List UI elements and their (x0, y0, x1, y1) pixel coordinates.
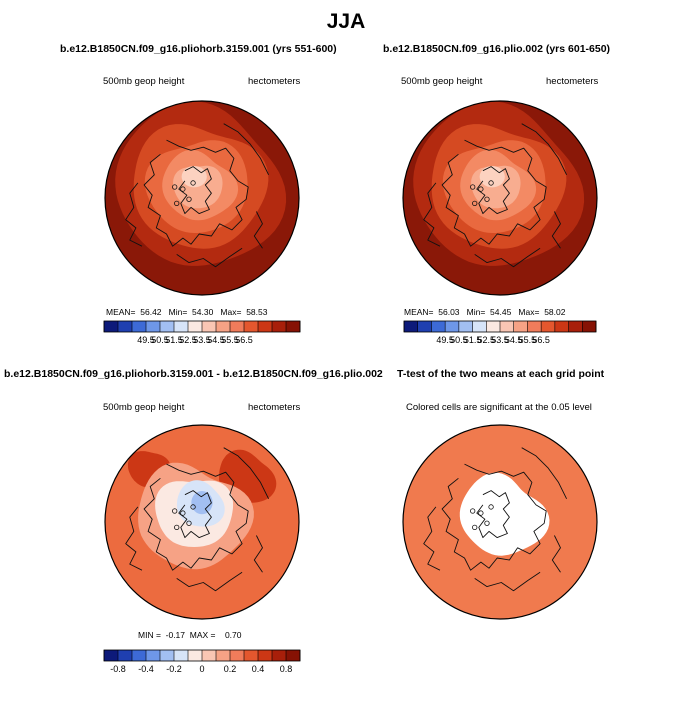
panel-1-units-label: hectometers (248, 76, 301, 87)
panel-1-colorbar-swatch (230, 321, 245, 332)
panel-1-colorbar-swatch (104, 321, 119, 332)
panel-2-colorbar-tick-label: 52.5 (478, 335, 496, 345)
panel-2-colorbar-tick-label: 53.5 (491, 335, 509, 345)
panel-3-colorbar-tick-label: 0.8 (280, 664, 293, 674)
panel-3-colorbar-tick-label: 0.2 (224, 664, 237, 674)
panel-3-map (105, 425, 299, 619)
panel-2-colorbar-tick-label: 49.5 (436, 335, 454, 345)
panel-2-colorbar-swatch (541, 321, 556, 332)
panel-1-field-label: 500mb geop height (103, 76, 185, 87)
panel-1-stats: MEAN= 56.42 Min= 54.30 Max= 58.53 (106, 307, 268, 317)
panel-2-colorbar-tick-label: 51.5 (464, 335, 482, 345)
panel-1-colorbar-tick-label: 55.5 (221, 335, 239, 345)
panel-2-colorbar-swatch (486, 321, 501, 332)
panel-1-colorbar-swatch (174, 321, 189, 332)
panel-4-significance-label: Colored cells are significant at the 0.0… (406, 402, 592, 413)
panel-1-colorbar-tick-label: 51.5 (165, 335, 183, 345)
panel-3-colorbar-swatch (146, 650, 161, 661)
panel-1-colorbar-swatch (132, 321, 147, 332)
panel-3-colorbar-swatch (216, 650, 231, 661)
panel-3-colorbar-swatch (202, 650, 217, 661)
panel-2-units-label: hectometers (546, 76, 599, 87)
panel-3-colorbar-swatch (160, 650, 175, 661)
panel-3-colorbar-tick-label: -0.4 (138, 664, 154, 674)
panel-3-colorbar-swatch (188, 650, 203, 661)
panel-3-field-label: 500mb geop height (103, 402, 185, 413)
panel-3-colorbar-swatch (272, 650, 287, 661)
panel-2-colorbar-swatch (458, 321, 473, 332)
panel-1-colorbar-tick-label: 52.5 (179, 335, 197, 345)
panel-1-colorbar-swatch (202, 321, 217, 332)
panel-2-colorbar: 49.550.551.552.553.554.555.556.5 (403, 320, 597, 345)
panel-1-map-outline (104, 100, 300, 296)
panel-1-colorbar-swatch (286, 321, 301, 332)
panel-3-stats: MIN = -0.17 MAX = 0.70 (138, 630, 242, 640)
panel-1-colorbar-tick-label: 56.5 (235, 335, 253, 345)
panel-2-colorbar-swatch (568, 321, 583, 332)
panel-2-title: b.e12.B1850CN.f09_g16.plio.002 (yrs 601-… (383, 43, 611, 55)
panel-1-colorbar: 49.550.551.552.553.554.555.556.5 (103, 320, 301, 345)
panel-2-map-outline (402, 100, 598, 296)
panel-1-colorbar-swatch (272, 321, 287, 332)
panel-3-colorbar-swatch (132, 650, 147, 661)
panel-2-colorbar-swatch (445, 321, 460, 332)
panel-3-colorbar-swatch (258, 650, 273, 661)
panel-1-colorbar-tick-label: 53.5 (193, 335, 211, 345)
panel-2-colorbar-swatch (527, 321, 542, 332)
panel-3-colorbar-swatch (104, 650, 119, 661)
panel-2-colorbar-tick-label: 55.5 (519, 335, 537, 345)
panel-2-colorbar-swatch (472, 321, 487, 332)
panel-4-title: T-test of the two means at each grid poi… (397, 368, 605, 380)
panel-2-colorbar-tick-label: 50.5 (450, 335, 468, 345)
panel-3-colorbar-swatch (174, 650, 189, 661)
panel-3-colorbar-tick-label: -0.8 (110, 664, 126, 674)
panel-2-colorbar-swatch (500, 321, 515, 332)
panel-3-units-label: hectometers (248, 402, 301, 413)
panel-3-colorbar-swatch (244, 650, 259, 661)
panel-2-colorbar-swatch (582, 321, 597, 332)
panel-1-map (105, 101, 299, 295)
panel-2-colorbar-swatch (554, 321, 569, 332)
panel-2-colorbar-swatch (431, 321, 446, 332)
panel-3-colorbar-swatch (230, 650, 245, 661)
panel-3-colorbar-tick-label: -0.2 (166, 664, 182, 674)
panel-1-colorbar-swatch (160, 321, 175, 332)
panel-2-colorbar-swatch (417, 321, 432, 332)
figure-title: JJA (326, 10, 366, 33)
panel-1-colorbar-tick-label: 50.5 (151, 335, 169, 345)
panel-2-field-label: 500mb geop height (401, 76, 483, 87)
panel-3-colorbar-tick-label: 0 (199, 664, 204, 674)
panel-2-stats: MEAN= 56.03 Min= 54.45 Max= 58.02 (404, 307, 566, 317)
panel-2-map (403, 101, 597, 295)
panel-1-colorbar-swatch (244, 321, 259, 332)
panel-3-colorbar: -0.8 -0.4 -0.2 0 0.2 0.4 0.8 (103, 649, 301, 674)
panel-1-colorbar-tick-label: 54.5 (207, 335, 225, 345)
panel-1-colorbar-swatch (146, 321, 161, 332)
panel-4-map (403, 425, 597, 619)
panel-3-colorbar-tick-label: 0.4 (252, 664, 265, 674)
panel-4-map-outline (402, 424, 598, 620)
panel-1-title: b.e12.B1850CN.f09_g16.pliohorb.3159.001 … (60, 43, 337, 55)
panel-1-colorbar-swatch (118, 321, 133, 332)
panel-2-colorbar-swatch (404, 321, 419, 332)
panel-1-colorbar-tick-label: 49.5 (137, 335, 155, 345)
panel-3-colorbar-swatch (118, 650, 133, 661)
panel-3-title: b.e12.B1850CN.f09_g16.pliohorb.3159.001 … (4, 368, 383, 380)
panel-2-colorbar-swatch (513, 321, 528, 332)
panel-1-colorbar-swatch (216, 321, 231, 332)
panel-3-map-outline (104, 424, 300, 620)
panel-1-colorbar-swatch (258, 321, 273, 332)
panel-2-colorbar-tick-label: 56.5 (532, 335, 550, 345)
panel-2-colorbar-tick-label: 54.5 (505, 335, 523, 345)
panel-3-colorbar-swatch (286, 650, 301, 661)
panel-1-colorbar-swatch (188, 321, 203, 332)
